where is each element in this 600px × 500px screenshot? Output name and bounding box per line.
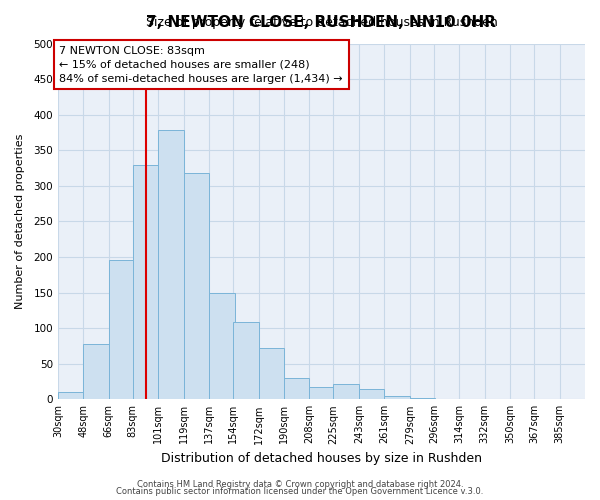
Bar (133, 164, 158, 400)
Bar (334, 384, 359, 400)
Bar (284, 378, 310, 400)
Text: Size of property relative to detached houses in Rushden: Size of property relative to detached ho… (146, 16, 497, 30)
Bar (410, 398, 435, 400)
Bar (233, 322, 259, 400)
Bar (83, 344, 109, 400)
Bar (184, 173, 209, 400)
Y-axis label: Number of detached properties: Number of detached properties (15, 134, 25, 309)
Text: Contains HM Land Registry data © Crown copyright and database right 2024.: Contains HM Land Registry data © Crown c… (137, 480, 463, 489)
Bar (359, 388, 385, 400)
Bar (158, 130, 184, 400)
Title: 7, NEWTON CLOSE, RUSHDEN, NN10 0HR: 7, NEWTON CLOSE, RUSHDEN, NN10 0HR (146, 15, 496, 30)
Text: 7 NEWTON CLOSE: 83sqm
← 15% of detached houses are smaller (248)
84% of semi-det: 7 NEWTON CLOSE: 83sqm ← 15% of detached … (59, 46, 343, 84)
Bar (385, 396, 410, 400)
Bar (209, 292, 235, 400)
Bar (259, 348, 284, 400)
Bar (58, 392, 83, 400)
Bar (310, 387, 335, 400)
Bar (434, 398, 459, 400)
Text: Contains public sector information licensed under the Open Government Licence v.: Contains public sector information licen… (116, 487, 484, 496)
X-axis label: Distribution of detached houses by size in Rushden: Distribution of detached houses by size … (161, 452, 482, 465)
Bar (109, 260, 134, 400)
